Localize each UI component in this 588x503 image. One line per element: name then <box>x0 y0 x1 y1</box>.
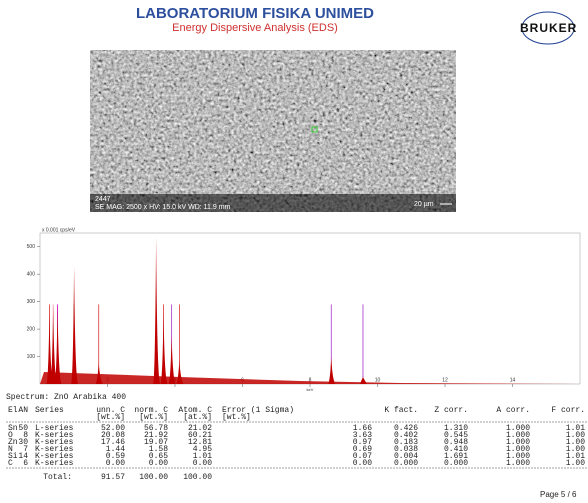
total-cell: Total: <box>43 473 72 482</box>
table-cell: C <box>8 459 13 468</box>
y-tick-label: 200 <box>27 326 36 332</box>
table-cell: 0.00 <box>149 459 168 468</box>
peak <box>161 313 168 384</box>
page: LABORATORIUM FISIKA UNIMED Energy Disper… <box>0 0 588 503</box>
column-header: F corr. <box>551 406 585 415</box>
y-axis-label: x 0.001 cps/eV <box>42 227 76 233</box>
total-cell: 100.00 <box>183 473 212 482</box>
table-cell: 1.000 <box>506 459 530 468</box>
document: LABORATORIUM FISIKA UNIMED Energy Disper… <box>0 0 588 503</box>
column-header: Z corr. <box>434 406 468 415</box>
column-header: A corr. <box>496 406 530 415</box>
sem-info: SE MAG: 2500 x HV: 15.0 kV WD: 11.9 mm <box>95 204 231 211</box>
table-cell: 6 <box>23 459 28 468</box>
table-cell: 0.000 <box>394 459 418 468</box>
page-footer: Page 5 / 6 <box>540 490 577 499</box>
peak <box>360 377 367 384</box>
peak <box>55 304 62 384</box>
column-unit: [wt.%] <box>96 413 125 422</box>
logo: BRUKER <box>520 21 577 35</box>
column-unit: [at.%] <box>183 413 212 422</box>
y-tick-label: 400 <box>27 272 36 278</box>
column-header: El <box>8 406 18 415</box>
total-cell: 91.57 <box>101 473 125 482</box>
column-header: Series <box>35 406 64 415</box>
sem-id: 2447 <box>95 196 111 203</box>
x-tick-label: 14 <box>510 377 516 383</box>
peak <box>153 237 160 384</box>
peak <box>328 357 335 384</box>
table-cell: K-series <box>35 459 74 468</box>
x-tick-label: 10 <box>375 377 381 383</box>
x-tick-label: 12 <box>442 377 448 383</box>
table-cell: 0.00 <box>106 459 125 468</box>
y-tick-label: 500 <box>27 244 36 250</box>
sem-image <box>90 50 456 212</box>
table-cell: 1.00 <box>566 459 585 468</box>
column-header: K fact. <box>384 406 418 415</box>
header-title: LABORATORIUM FISIKA UNIMED <box>136 5 374 22</box>
peak <box>71 266 78 384</box>
table-cell: 0.00 <box>193 459 212 468</box>
header-subtitle: Energy Dispersive Analysis (EDS) <box>172 22 338 34</box>
spectrum-frame <box>40 233 580 384</box>
column-header: AN <box>18 406 28 415</box>
y-tick-label: 300 <box>27 299 36 305</box>
column-unit: [wt.%] <box>222 413 251 422</box>
table-cell: 0.000 <box>444 459 468 468</box>
sem-scale: 20 µm <box>414 201 434 208</box>
column-unit: [wt.%] <box>139 413 168 422</box>
table-cell: 0.00 <box>353 459 372 468</box>
y-tick-label: 100 <box>27 354 36 360</box>
x-axis-label: keV <box>307 387 314 392</box>
total-cell: 100.00 <box>139 473 168 482</box>
spectrum-caption: Spectrum: ZnO Arabika 400 <box>6 393 126 402</box>
